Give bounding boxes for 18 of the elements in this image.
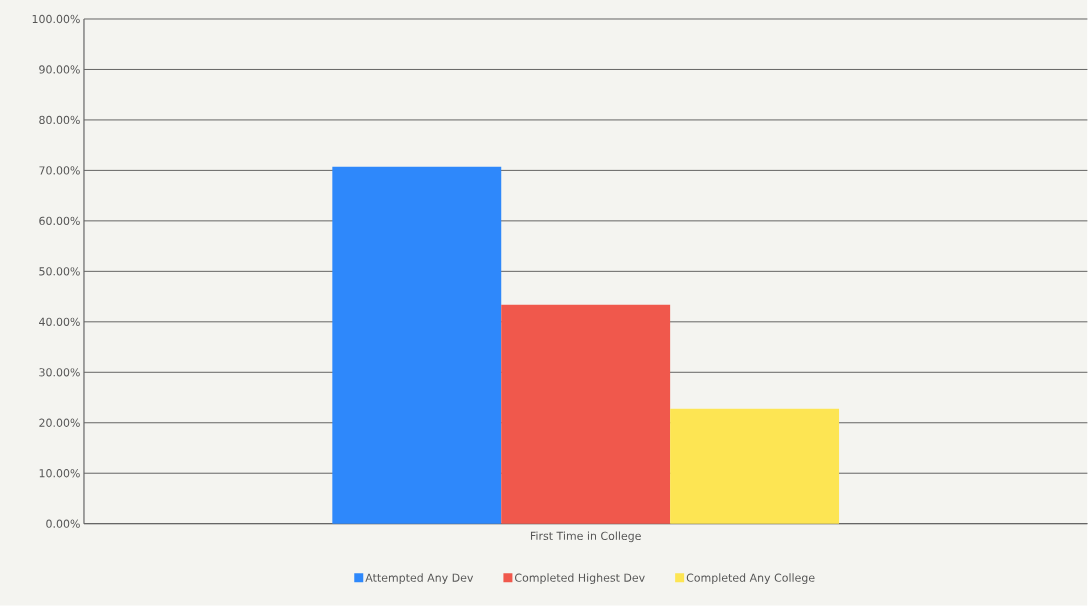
bar bbox=[670, 408, 840, 524]
y-tick-label: 70.00% bbox=[39, 166, 80, 175]
legend-label: Attempted Any Dev bbox=[365, 573, 474, 585]
y-tick-label: 50.00% bbox=[39, 267, 80, 276]
x-tick-label: First Time in College bbox=[530, 531, 641, 543]
y-tick-label: 60.00% bbox=[39, 216, 80, 226]
y-tick-label: 20.00% bbox=[39, 418, 80, 428]
bar bbox=[332, 167, 502, 524]
bar bbox=[501, 304, 671, 524]
y-tick-label: 10.00% bbox=[39, 469, 80, 478]
y-tick-label: 100.00% bbox=[32, 15, 80, 24]
legend-label: Completed Any College bbox=[686, 573, 815, 585]
y-tick-label: 0.00% bbox=[46, 519, 80, 529]
y-tick-label: 90.00% bbox=[39, 65, 80, 74]
y-tick-label: 40.00% bbox=[39, 317, 80, 327]
y-tick-label: 80.00% bbox=[39, 115, 80, 125]
y-tick-label: 30.00% bbox=[39, 368, 80, 377]
legend-label: Completed Highest Dev bbox=[515, 573, 645, 585]
